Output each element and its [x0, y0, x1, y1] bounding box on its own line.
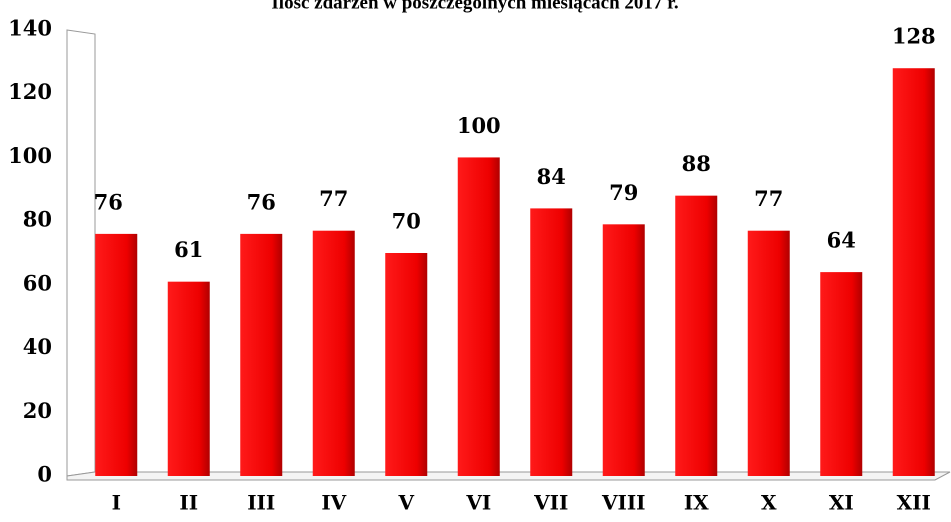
x-tick-label: II: [179, 491, 198, 515]
y-tick-label: 40: [23, 334, 52, 359]
value-label: 70: [392, 209, 421, 234]
x-tick-label: VI: [465, 491, 491, 515]
bar: [457, 157, 500, 476]
value-label: 76: [247, 189, 276, 214]
y-tick-label: 80: [23, 207, 52, 232]
bar: [602, 224, 645, 476]
y-tick-label: 120: [8, 79, 52, 104]
value-label: 79: [609, 180, 638, 205]
value-label: 100: [457, 113, 501, 138]
x-tick-label: XII: [897, 491, 931, 515]
value-label: 84: [537, 164, 566, 189]
y-tick-label: 20: [23, 398, 52, 423]
y-tick-label: 140: [8, 16, 52, 41]
value-label: 76: [94, 189, 123, 214]
x-tick-label: VIII: [601, 491, 646, 515]
x-tick-label: V: [397, 491, 414, 515]
value-label: 64: [827, 228, 856, 253]
x-tick-label: X: [761, 491, 777, 515]
value-label: 77: [319, 186, 348, 211]
bar: [820, 272, 863, 476]
bar: [167, 281, 210, 476]
back-wall: [66, 29, 96, 477]
bar: [892, 68, 935, 476]
value-label: 77: [754, 186, 783, 211]
y-tick-label: 100: [8, 143, 52, 168]
bar: [675, 195, 718, 476]
bar: [240, 233, 283, 476]
y-tick-label: 0: [37, 462, 52, 487]
bar: [95, 233, 138, 476]
value-label: 88: [682, 151, 711, 176]
chart-title: Ilość zdarzeń w poszczególnych miesiącac…: [271, 0, 678, 13]
x-tick-label: XI: [829, 491, 854, 515]
x-tick-label: IV: [321, 491, 346, 515]
y-tick-label: 60: [23, 270, 52, 295]
floor: [66, 471, 951, 481]
x-tick-label: VII: [533, 491, 568, 515]
x-tick-label: I: [112, 491, 121, 515]
value-label: 61: [174, 237, 203, 262]
bar: [385, 253, 428, 476]
bar: [530, 208, 573, 476]
value-label: 128: [892, 24, 936, 49]
x-tick-label: IX: [684, 491, 709, 515]
bar: [747, 230, 790, 476]
bar: [312, 230, 355, 476]
x-tick-label: III: [247, 491, 275, 515]
